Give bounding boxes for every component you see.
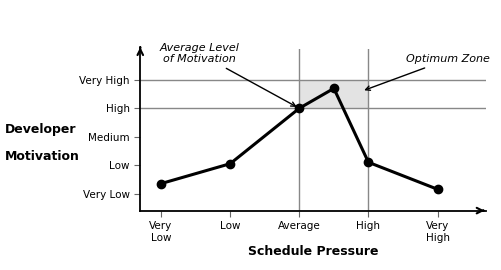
Bar bbox=[299, 80, 368, 108]
X-axis label: Schedule Pressure: Schedule Pressure bbox=[248, 245, 378, 258]
Text: Motivation: Motivation bbox=[5, 150, 80, 163]
Text: Average Level
of Motivation: Average Level of Motivation bbox=[159, 43, 296, 106]
Text: Developer: Developer bbox=[5, 123, 77, 136]
Text: Optimum Zone: Optimum Zone bbox=[366, 54, 490, 90]
